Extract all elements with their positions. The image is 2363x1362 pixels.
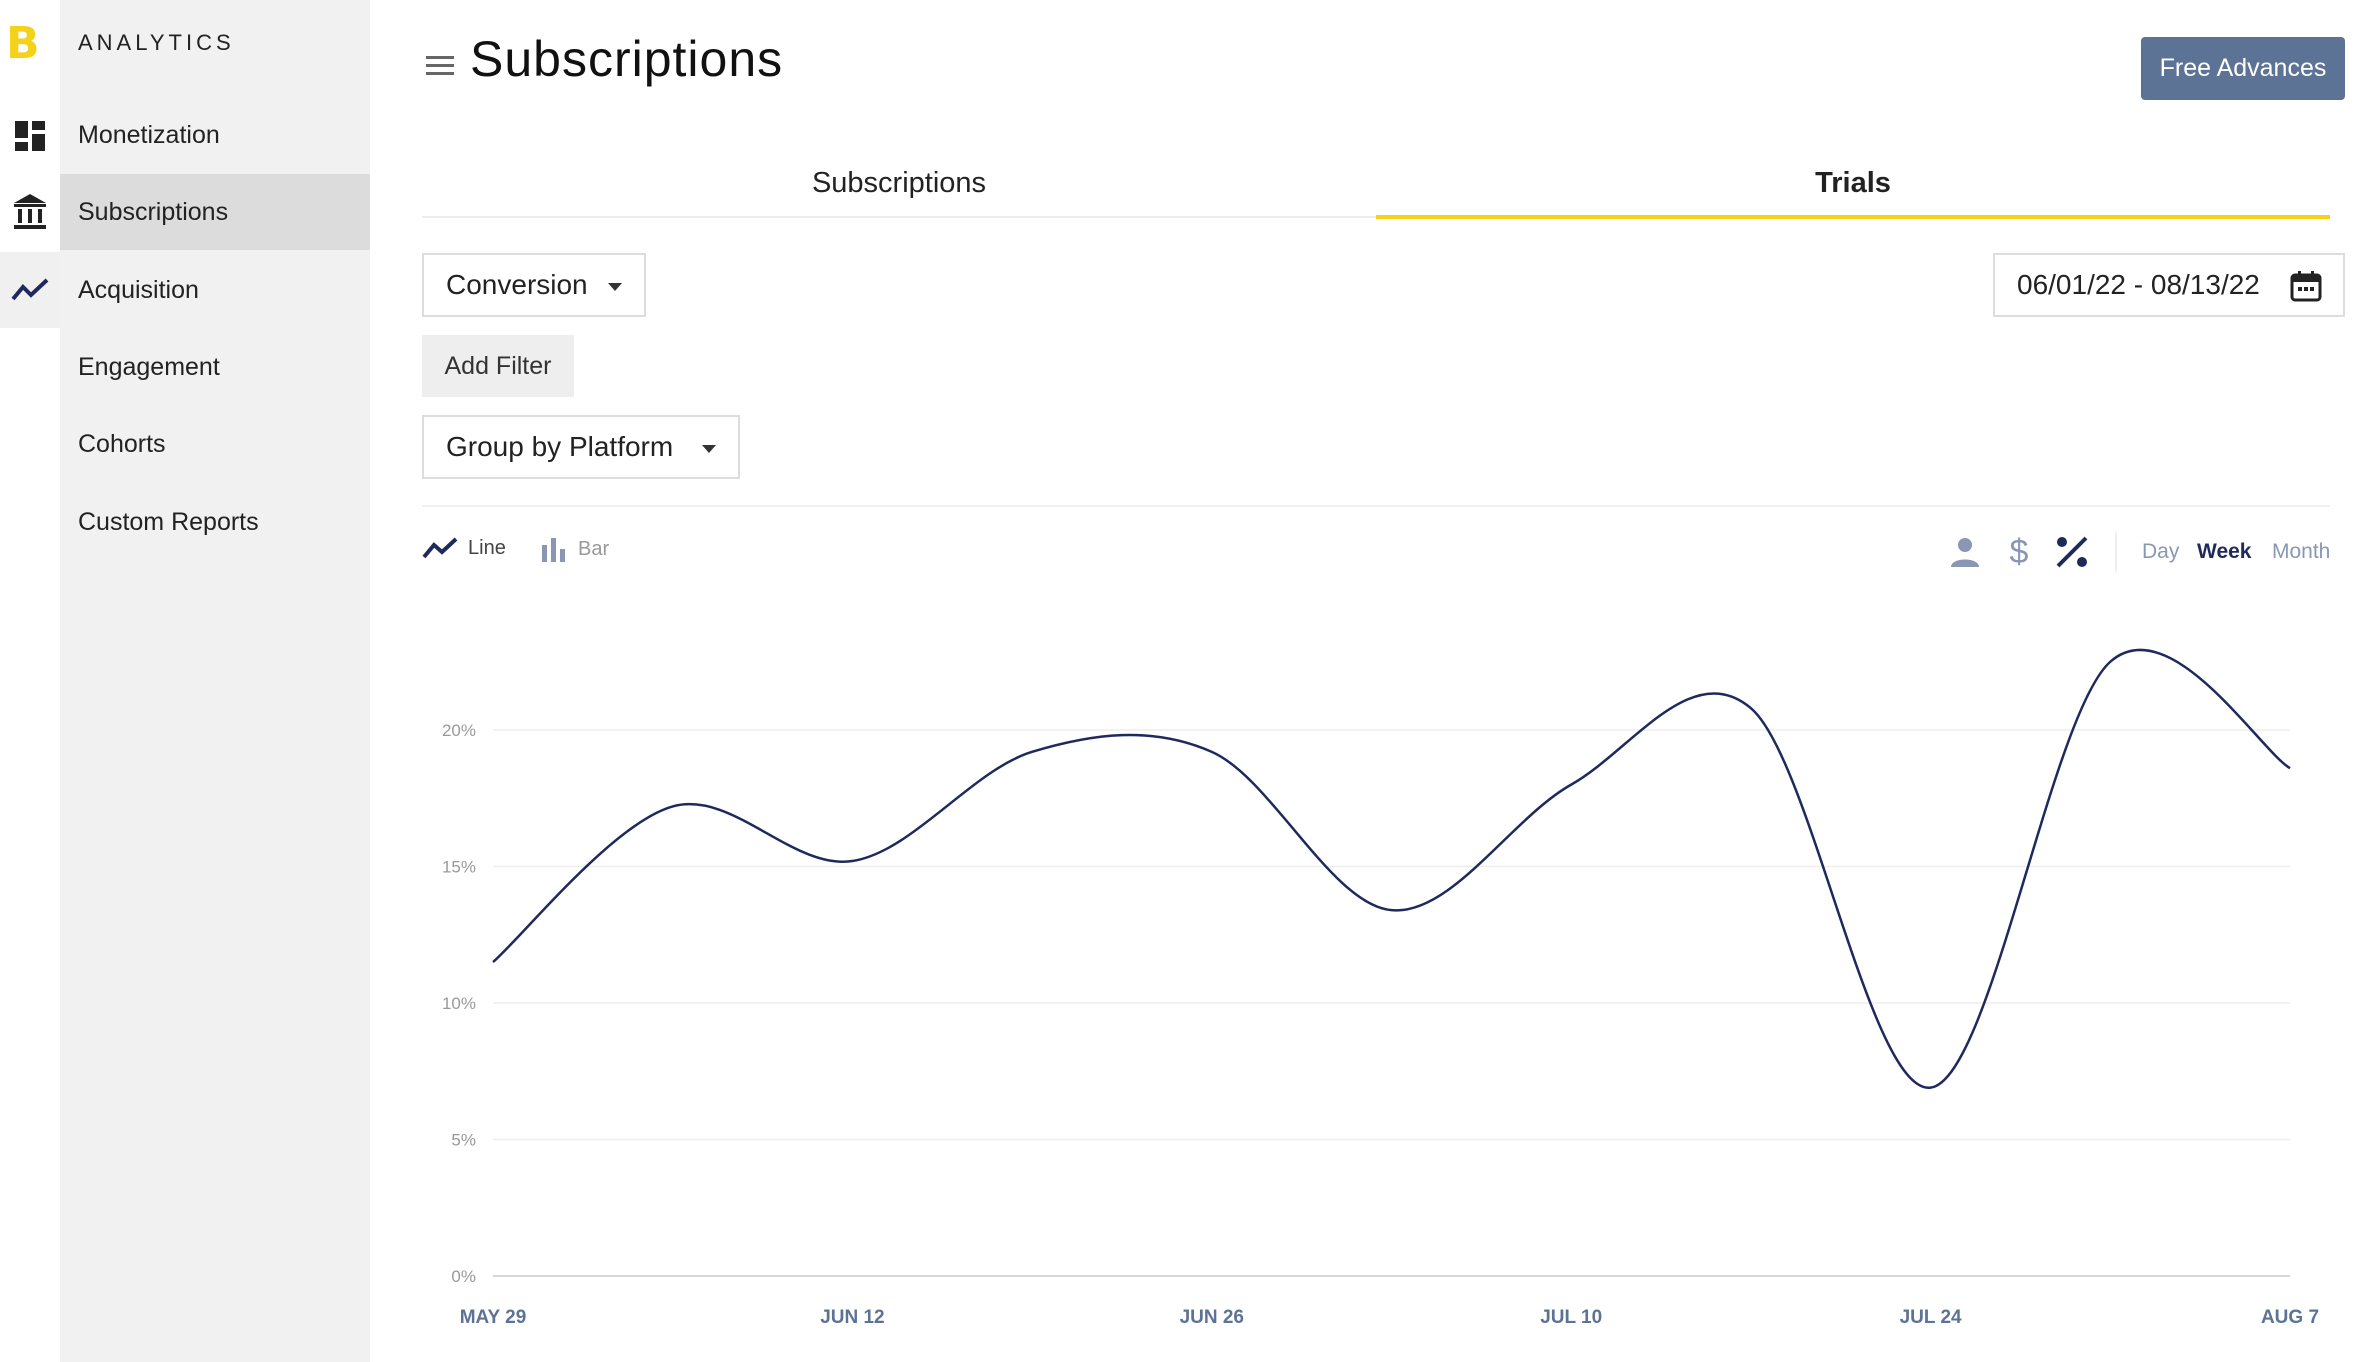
x-tick-label: JUN 26 <box>1180 1307 1244 1328</box>
x-tick-label: JUL 24 <box>1900 1307 1962 1328</box>
sidebar-item-cohorts[interactable]: Cohorts <box>78 429 166 458</box>
y-tick-label: 20% <box>442 721 476 740</box>
tab-subscriptions[interactable]: Subscriptions <box>811 166 987 199</box>
x-tick-label: JUN 12 <box>820 1307 884 1328</box>
percent-icon[interactable] <box>2054 534 2090 570</box>
sidebar-item-monetization[interactable]: Monetization <box>78 120 220 149</box>
person-icon[interactable] <box>1948 535 1982 569</box>
free-advances-button[interactable]: Free Advances <box>2141 37 2345 100</box>
bar-chart-toggle[interactable]: Bar <box>540 535 609 563</box>
y-tick-label: 0% <box>451 1267 476 1286</box>
y-tick-label: 10% <box>442 994 476 1013</box>
toolbar-separator <box>2115 532 2117 572</box>
page-title: Subscriptions <box>470 31 784 87</box>
bar-chart-label: Bar <box>578 537 610 560</box>
tab-trials[interactable]: Trials <box>1376 150 2330 219</box>
metric-toggle-group: $ <box>1948 532 2090 572</box>
period-day[interactable]: Day <box>2142 540 2180 563</box>
sidebar-item-engagement[interactable]: Engagement <box>78 352 220 381</box>
sidebar-item-acquisition[interactable]: Acquisition <box>78 275 199 304</box>
period-week[interactable]: Week <box>2197 540 2252 563</box>
icon-rail: B <box>0 0 60 1362</box>
date-range-value: 06/01/22 - 08/13/22 <box>2017 269 2260 300</box>
chevron-down-icon <box>608 283 622 291</box>
add-filter-button[interactable]: Add Filter <box>422 335 574 397</box>
period-month[interactable]: Month <box>2272 540 2331 563</box>
main-content: Subscriptions Free Advances Subscription… <box>370 0 2363 1362</box>
line-chart-label: Line <box>468 536 506 559</box>
sidebar: ANALYTICS Monetization Subscriptions Acq… <box>60 0 370 1362</box>
trend-icon[interactable] <box>0 252 60 328</box>
group-by-select-value: Group by Platform <box>446 431 674 462</box>
metric-select[interactable]: Conversion <box>422 253 646 317</box>
bar-chart-icon <box>542 538 565 562</box>
sidebar-item-subscriptions[interactable]: Subscriptions <box>60 174 370 250</box>
dashboard-icon[interactable] <box>0 98 60 174</box>
x-tick-label: AUG 7 <box>2261 1307 2319 1328</box>
x-tick-label: MAY 29 <box>460 1307 527 1328</box>
y-tick-label: 5% <box>451 1131 476 1150</box>
chevron-down-icon <box>702 445 716 453</box>
chart-series-line <box>492 648 2291 1089</box>
calendar-icon <box>2290 271 2322 302</box>
date-range-picker[interactable]: 06/01/22 - 08/13/22 <box>1993 253 2345 317</box>
sidebar-item-custom-reports[interactable]: Custom Reports <box>78 507 259 536</box>
group-by-select[interactable]: Group by Platform <box>422 415 740 479</box>
y-tick-label: 15% <box>442 858 476 877</box>
dollar-icon[interactable]: $ <box>2002 532 2036 572</box>
x-tick-label: JUL 10 <box>1540 1307 1602 1328</box>
tab-bar: Subscriptions Trials <box>422 150 2330 219</box>
menu-icon[interactable] <box>426 56 454 76</box>
line-chart-toggle[interactable]: Line <box>422 535 506 561</box>
line-chart-icon <box>422 537 458 559</box>
metric-select-value: Conversion <box>446 269 588 300</box>
sidebar-title: ANALYTICS <box>78 30 235 55</box>
brand-logo: B <box>6 18 40 69</box>
svg-text:$: $ <box>2010 533 2029 571</box>
bank-icon[interactable] <box>0 174 60 250</box>
conversion-line-chart: 0% 5% 10% 15% 20% MAY 29 JUN 12 JUN 26 JUL 10 JU… <box>442 648 2319 1328</box>
divider <box>422 505 2330 507</box>
